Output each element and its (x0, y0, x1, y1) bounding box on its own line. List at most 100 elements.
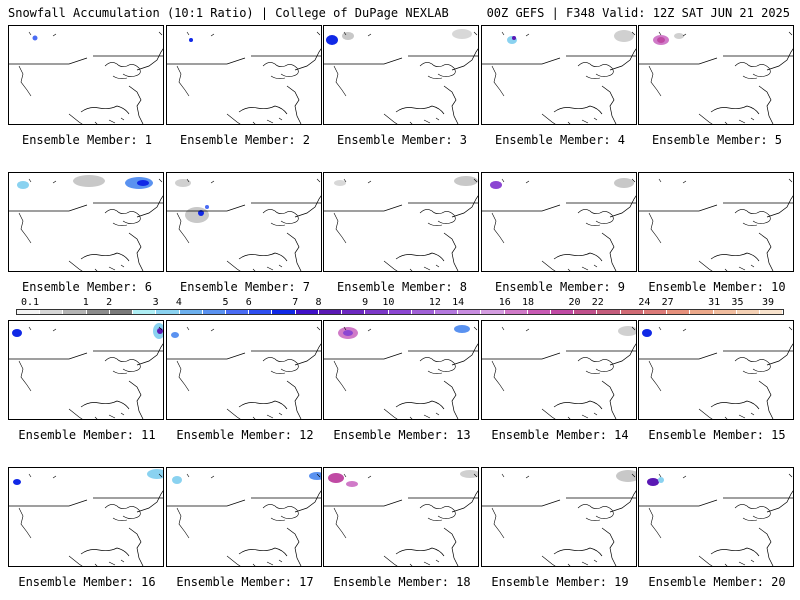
ensemble-member-label: Ensemble Member: 2 (179, 133, 311, 147)
scale-color-swatch (272, 310, 296, 314)
scale-tick-label: 9 (362, 297, 369, 308)
ensemble-member-map (481, 25, 637, 125)
ensemble-member-label: Ensemble Member: 10 (648, 280, 786, 294)
us-map-snowfall (639, 178, 793, 271)
us-map-snowfall (167, 326, 321, 419)
scale-color-swatch (63, 310, 87, 314)
scale-color-swatch (760, 310, 784, 314)
scale-color-swatch (667, 310, 691, 314)
scale-color-swatch (17, 310, 41, 314)
scale-tick-label: 22 (591, 297, 604, 308)
scale-color-swatch (736, 310, 760, 314)
scale-tick-label: 10 (382, 297, 395, 308)
ensemble-member-map (166, 320, 322, 420)
scale-color-swatch (504, 310, 528, 314)
scale-tick-label: 0.1 (20, 297, 40, 308)
us-map-snowfall (324, 470, 478, 566)
ensemble-member-label: Ensemble Member: 9 (494, 280, 626, 294)
scale-color-swatch (365, 310, 389, 314)
ensemble-member-label: Ensemble Member: 13 (333, 428, 471, 442)
scale-color-swatch (318, 310, 343, 314)
scale-color-swatch (527, 310, 552, 314)
scale-color-swatch (597, 310, 621, 314)
ensemble-member-map (481, 172, 637, 272)
ensemble-member-map (481, 320, 637, 420)
scale-tick-label: 6 (245, 297, 252, 308)
ensemble-member-map (323, 320, 479, 420)
ensemble-member-label: Ensemble Member: 19 (491, 575, 629, 589)
ensemble-member-label: Ensemble Member: 4 (494, 133, 626, 147)
us-map-snowfall (9, 323, 163, 419)
ensemble-member-label: Ensemble Member: 11 (18, 428, 156, 442)
us-map-snowfall (482, 470, 636, 566)
ensemble-member-label: Ensemble Member: 18 (333, 575, 471, 589)
scale-color-swatch (179, 310, 203, 314)
scale-color-swatch (620, 310, 644, 314)
scale-color-swatch (225, 310, 250, 314)
scale-tick-label: 14 (452, 297, 465, 308)
scale-tick-label: 2 (106, 297, 113, 308)
snowfall-color-scale: 0.1 1 2 3 4 5 6 7 8 9 10 12 14 16 18 20 22 24 27 31 35 39 (16, 297, 784, 315)
ensemble-member-label: Ensemble Member: 7 (179, 280, 311, 294)
us-map-snowfall (639, 473, 793, 566)
scale-tick-label: 27 (661, 297, 674, 308)
us-map-snowfall (482, 326, 636, 419)
scale-color-swatch (295, 310, 319, 314)
ensemble-member-label: Ensemble Member: 3 (336, 133, 468, 147)
scale-color-bar (16, 309, 784, 315)
us-map-snowfall (639, 31, 793, 124)
scale-tick-label: 35 (731, 297, 744, 308)
scale-color-swatch (434, 310, 459, 314)
scale-color-swatch (551, 310, 575, 314)
scale-color-swatch (690, 310, 714, 314)
scale-tick-label: 24 (638, 297, 651, 308)
us-map-snowfall (167, 31, 321, 124)
us-map-snowfall (167, 472, 321, 566)
ensemble-member-map (638, 172, 794, 272)
scale-color-swatch (40, 310, 64, 314)
scale-color-swatch (643, 310, 668, 314)
us-map-snowfall (324, 29, 478, 124)
us-map-snowfall (9, 175, 163, 271)
scale-color-swatch (342, 310, 366, 314)
scale-color-swatch (133, 310, 157, 314)
map-title: Snowfall Accumulation (10:1 Ratio) | Col… (8, 6, 449, 20)
ensemble-member-map (323, 467, 479, 567)
scale-color-swatch (574, 310, 598, 314)
ensemble-member-label: Ensemble Member: 5 (651, 133, 783, 147)
ensemble-member-map (166, 467, 322, 567)
scale-tick-label: 16 (498, 297, 511, 308)
ensemble-member-map (166, 25, 322, 125)
scale-tick-label: 3 (152, 297, 159, 308)
model-run-info: 00Z GEFS | F348 Valid: 12Z SAT JUN 21 20… (486, 6, 790, 20)
ensemble-member-map (323, 172, 479, 272)
ensemble-member-label: Ensemble Member: 12 (176, 428, 314, 442)
scale-tick-label: 20 (568, 297, 581, 308)
ensemble-member-label: Ensemble Member: 15 (648, 428, 786, 442)
ensemble-member-map (481, 467, 637, 567)
us-map-snowfall (324, 325, 478, 419)
ensemble-member-map (8, 25, 164, 125)
ensemble-member-map (638, 467, 794, 567)
ensemble-member-map (8, 320, 164, 420)
ensemble-member-map (323, 25, 479, 125)
scale-tick-label: 1 (82, 297, 89, 308)
us-map-snowfall (9, 469, 163, 566)
ensemble-member-map (8, 172, 164, 272)
ensemble-member-label: Ensemble Member: 20 (648, 575, 786, 589)
scale-tick-label: 7 (292, 297, 299, 308)
ensemble-member-map (8, 467, 164, 567)
us-map-snowfall (324, 176, 478, 271)
scale-color-swatch (458, 310, 482, 314)
ensemble-member-label: Ensemble Member: 1 (21, 133, 153, 147)
scale-color-swatch (86, 310, 110, 314)
scale-color-swatch (411, 310, 435, 314)
ensemble-member-label: Ensemble Member: 8 (336, 280, 468, 294)
ensemble-member-label: Ensemble Member: 14 (491, 428, 629, 442)
scale-color-swatch (249, 310, 273, 314)
scale-color-swatch (109, 310, 134, 314)
scale-tick-label: 12 (428, 297, 441, 308)
scale-color-swatch (202, 310, 226, 314)
us-map-snowfall (9, 31, 163, 124)
scale-tick-label: 18 (521, 297, 535, 308)
